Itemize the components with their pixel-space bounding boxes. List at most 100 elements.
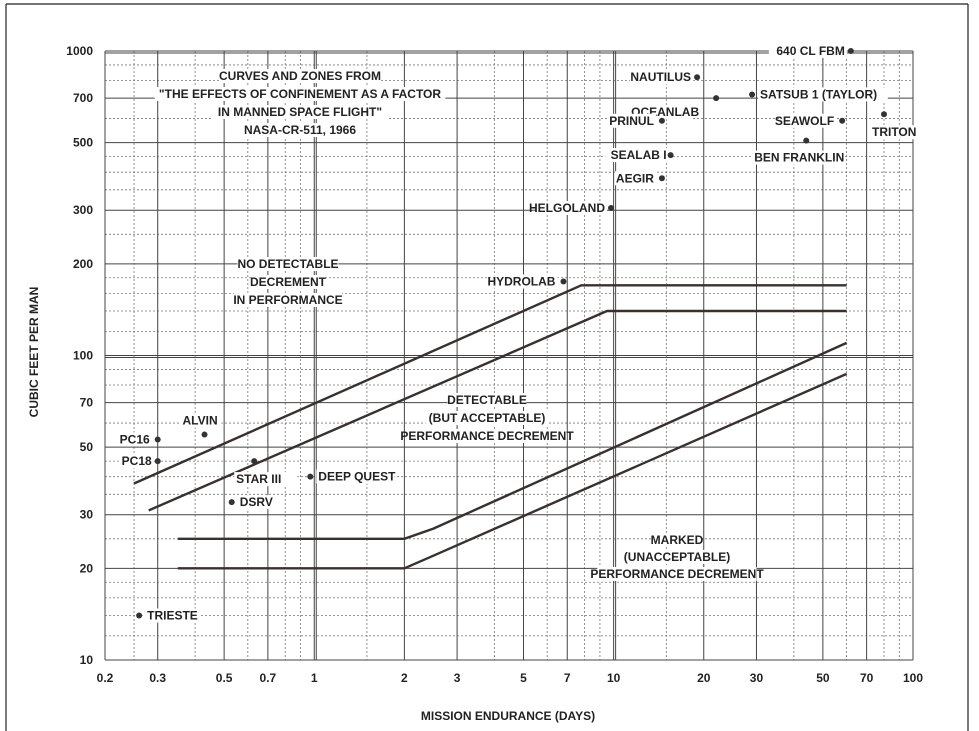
point-label-background xyxy=(494,274,558,289)
point-label-background xyxy=(629,70,694,85)
data-point-marker xyxy=(154,436,161,443)
point-label-background xyxy=(869,125,919,140)
data-point-label: HELGOLAND xyxy=(529,201,605,215)
data-point-label: PC16 xyxy=(120,432,150,446)
x-tick-label: 0.5 xyxy=(216,671,233,685)
x-tick-label: 5 xyxy=(520,671,527,685)
zone-text-background xyxy=(597,567,757,581)
y-tick-label: 50 xyxy=(80,440,94,454)
zone-text-background xyxy=(252,275,324,289)
point-label-background xyxy=(536,201,607,216)
point-label-background xyxy=(237,495,272,510)
data-point-label: DEEP QUEST xyxy=(318,470,396,484)
data-point-label: PC18 xyxy=(122,454,152,468)
y-tick-label: 700 xyxy=(73,91,93,105)
point-label-background xyxy=(145,608,201,623)
data-point-label: NAUTILUS xyxy=(630,70,691,84)
data-point-marker xyxy=(713,95,720,102)
zone-annotation-line: PERFORMANCE DECREMENT xyxy=(590,567,764,581)
point-label-background xyxy=(120,454,154,469)
y-tick-label: 20 xyxy=(80,561,94,575)
zone-text-background xyxy=(425,411,549,425)
point-label-background xyxy=(780,113,837,128)
zone-text-background xyxy=(652,533,702,547)
data-point-marker xyxy=(658,175,665,182)
data-point-label: DSRV xyxy=(240,495,273,509)
zone-text-background xyxy=(213,105,387,119)
point-label-background xyxy=(234,472,298,487)
zone-annotation-line: MARKED xyxy=(651,533,704,547)
zone-annotation-line: NASA-CR-511, 1966 xyxy=(244,123,356,137)
data-point-marker xyxy=(694,74,701,81)
data-point-marker xyxy=(607,205,614,212)
data-point-marker xyxy=(154,458,161,465)
data-point-label: 640 CL FBM xyxy=(776,44,844,58)
zone-annotation-line: "THE EFFECTS OF CONFINEMENT AS A FACTOR xyxy=(159,87,441,101)
zone-text-background xyxy=(447,393,527,407)
y-tick-label: 500 xyxy=(73,136,93,150)
x-axis-ticks: 0.2 0.3 0.5 0.7 1 2 3 5 7 10 20 30 50 70 100 xyxy=(97,671,924,685)
data-point-label: SEALAB I xyxy=(611,148,667,162)
data-point-marker xyxy=(880,111,887,118)
data-point-marker xyxy=(201,431,208,438)
data-point-marker xyxy=(667,152,674,159)
y-axis-label: CUBIC FEET PER MAN xyxy=(27,287,41,418)
y-tick-label: 300 xyxy=(73,203,93,217)
x-tick-label: 0.3 xyxy=(149,671,166,685)
x-axis-label: MISSION ENDURANCE (DAYS) xyxy=(421,709,595,723)
data-point-label: STAR III xyxy=(236,472,281,486)
zone-annotations: CURVES AND ZONES FROM "THE EFFECTS OF CON… xyxy=(154,69,764,581)
y-tick-label: 200 xyxy=(73,257,93,271)
y-tick-label: 30 xyxy=(80,508,94,522)
y-tick-label: 1000 xyxy=(66,44,93,58)
x-tick-label: 7 xyxy=(564,671,571,685)
boundary-curve-2 xyxy=(148,309,847,512)
x-tick-label: 50 xyxy=(816,671,830,685)
zone-annotation-line: DETECTABLE xyxy=(447,393,527,407)
zone-text-background xyxy=(233,293,343,307)
x-tick-label: 0.2 xyxy=(97,671,114,685)
x-tick-label: 10 xyxy=(607,671,621,685)
zone-text-background xyxy=(407,429,567,443)
data-point-label: AEGIR xyxy=(616,171,654,185)
data-point-marker xyxy=(803,137,810,144)
y-tick-label: 10 xyxy=(80,653,94,667)
zone-annotation-line: (BUT ACCEPTABLE) xyxy=(429,411,546,425)
zone-annotation-line: CURVES AND ZONES FROM xyxy=(219,69,381,83)
data-point-label: BEN FRANKLIN xyxy=(754,151,844,165)
point-label-background xyxy=(605,148,669,163)
boundary-curve-3 xyxy=(177,341,848,540)
point-label-background xyxy=(768,44,847,58)
x-tick-label: 2 xyxy=(401,671,408,685)
zone-text-background xyxy=(237,257,339,271)
data-point-marker xyxy=(136,612,143,619)
point-label-background xyxy=(758,87,888,102)
point-label-background xyxy=(180,413,222,428)
point-label-background xyxy=(752,150,846,165)
zone-annotation-line: PERFORMANCE DECREMENT xyxy=(400,429,574,443)
data-point-label: TRIESTE xyxy=(147,609,198,623)
x-tick-label: 70 xyxy=(860,671,874,685)
y-tick-label: 70 xyxy=(80,396,94,410)
data-point-marker xyxy=(839,117,846,124)
zone-boundary-curves xyxy=(133,284,848,570)
point-label-background xyxy=(614,171,656,186)
data-point-label: PRINUL xyxy=(609,114,654,128)
data-point-marker xyxy=(847,48,854,54)
data-point-label: ALVIN xyxy=(183,414,218,428)
y-axis-ticks: 10 20 30 50 70 100 200 300 500 700 1000 xyxy=(66,44,93,667)
zone-text-background xyxy=(622,550,732,564)
x-tick-label: 30 xyxy=(750,671,764,685)
data-point-marker xyxy=(228,499,235,506)
point-label-background xyxy=(316,469,395,484)
x-tick-label: 20 xyxy=(697,671,711,685)
x-tick-label: 100 xyxy=(903,671,923,685)
data-point-marker xyxy=(251,458,258,465)
zone-annotation-line: (UNACCEPTABLE) xyxy=(624,550,730,564)
zone-annotation-line: DECREMENT xyxy=(250,275,327,289)
data-point-label: SEAWOLF xyxy=(775,114,834,128)
data-point-label: SATSUB 1 (TAYLOR) xyxy=(760,87,877,101)
zone-annotation-line: NO DETECTABLE xyxy=(237,257,338,271)
zone-annotation-line: IN MANNED SPACE FLIGHT" xyxy=(218,105,382,119)
